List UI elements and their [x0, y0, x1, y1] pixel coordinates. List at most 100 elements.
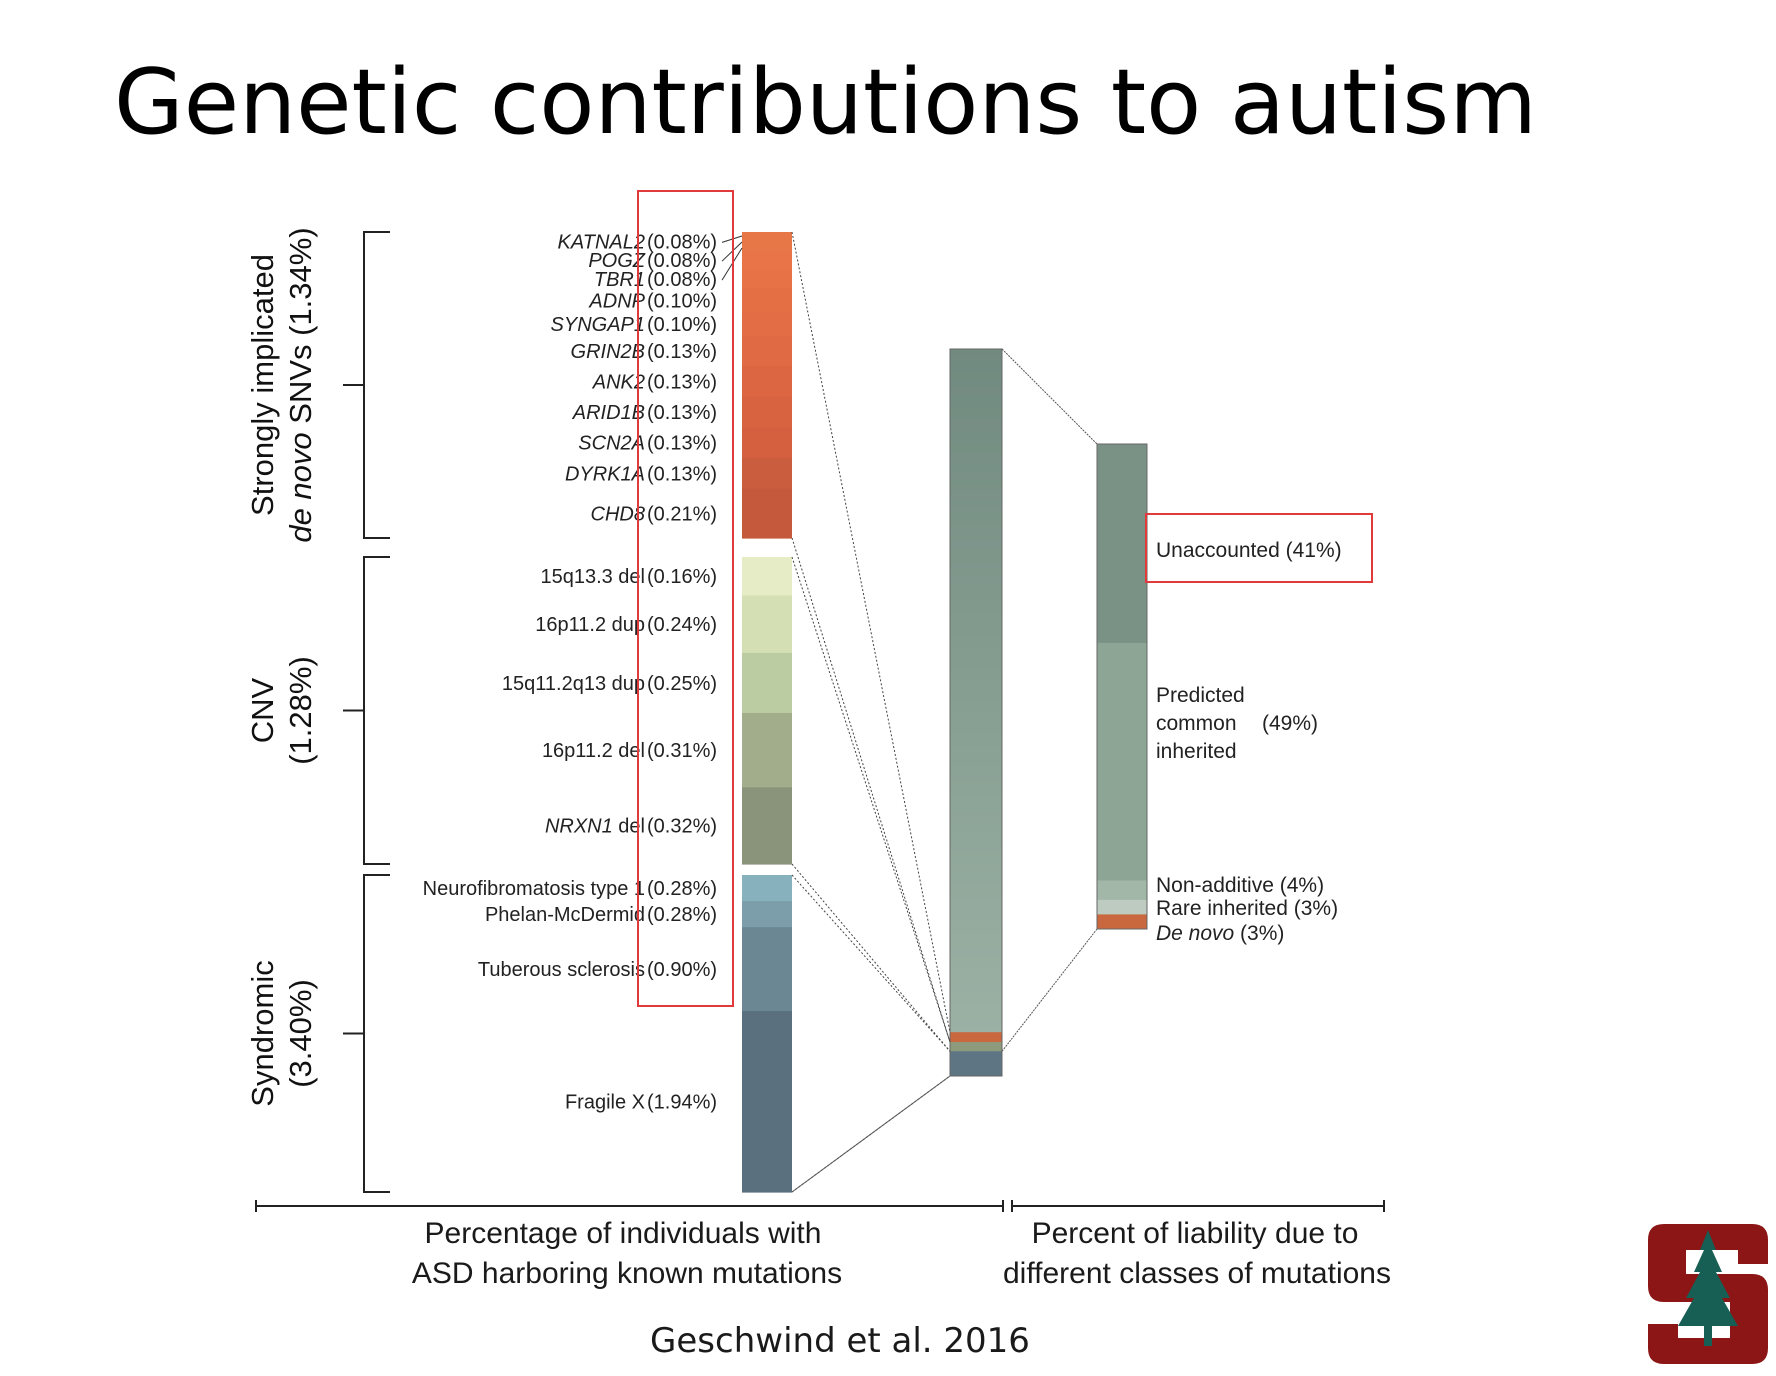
segment-percent-0-7: (0.13%): [647, 402, 717, 424]
liability-name-1-line0: Predicted: [1156, 684, 1245, 707]
liability-name-0: Unaccounted: [1156, 539, 1280, 562]
group-label-2-line0: Syndromic: [245, 960, 280, 1106]
right-axis-caption-line1: Percent of liability due to: [1032, 1217, 1359, 1250]
group-label-part-0-1-1: SNVs (1.34%): [283, 227, 318, 432]
segment-name-1-1: 16p11.2 dup: [535, 614, 645, 636]
segment-percent-2-1: (0.28%): [647, 904, 717, 926]
right-axis-caption-line2: different classes of mutations: [1003, 1257, 1391, 1290]
total-bar-outline: [949, 348, 1003, 1077]
segment-name-0-0: KATNAL2: [558, 231, 645, 253]
liability-label-0: Unaccounted (41%): [1156, 539, 1342, 562]
segment-name-text-0-0: KATNAL2: [558, 231, 645, 253]
segment-percent-0-4: (0.10%): [647, 314, 717, 336]
liability-percent-2: (4%): [1274, 874, 1324, 897]
liability-percent-1: (49%): [1262, 712, 1318, 735]
bar-segment-0-6: [742, 366, 792, 398]
connector-bottom: [791, 1075, 951, 1193]
bar-segment-0-2: [742, 269, 792, 290]
segment-name-text-0-1: POGZ: [588, 250, 645, 272]
segment-name-text-2-1: Phelan-McDermid: [485, 904, 645, 926]
group-label-2-line1: (3.40%): [283, 979, 318, 1088]
segment-name-text-2-3: Fragile X: [565, 1092, 645, 1114]
segment-name-0-1: POGZ: [588, 250, 645, 272]
segment-name-0-2: TBR1: [594, 269, 645, 291]
group-label-part-2-0-0: Syndromic: [245, 960, 280, 1106]
group-bracket-2: [363, 874, 390, 1193]
connector-left-1: [791, 537, 951, 1043]
bar-segment-0-0: [742, 232, 792, 252]
segment-percent-0-5: (0.13%): [647, 341, 717, 363]
liability-percent-0: (41%): [1280, 539, 1342, 562]
liability-bar-outline: [1096, 443, 1148, 930]
segment-name-0-4: SYNGAP1: [551, 314, 645, 336]
citation: Geschwind et al. 2016: [650, 1321, 1030, 1361]
segment-name-1-3: 16p11.2 del: [542, 740, 645, 762]
bar-segment-0-5: [742, 335, 792, 367]
total-bar-segment-3: [950, 1051, 1002, 1077]
segment-name-0-8: SCN2A: [578, 433, 645, 455]
segment-name-text-1-1: 16p11.2 dup: [535, 614, 645, 636]
segment-percent-2-3: (1.94%): [647, 1092, 717, 1114]
segment-name-text-0-3: ADNP: [588, 290, 645, 312]
connector-right-bottom: [1001, 928, 1098, 1052]
segment-name-1-2: 15q11.2q13 dup: [502, 673, 645, 695]
total-bar-segment-0: [950, 349, 1002, 1033]
liability-label-4: De novo (3%): [1156, 922, 1284, 945]
segment-name-text-1-2: 15q11.2q13 dup: [502, 673, 645, 695]
liability-segment-2: [1097, 880, 1147, 901]
group-label-part-0-0-0: Strongly implicated: [245, 254, 280, 516]
segment-percent-1-4: (0.32%): [647, 816, 717, 838]
liability-name-1-line1: common: [1156, 712, 1237, 735]
liability-segment-1: [1097, 642, 1147, 881]
bar-segment-0-1: [742, 250, 792, 271]
segment-name-text-0-4: SYNGAP1: [551, 314, 645, 336]
bar-segment-0-7: [742, 396, 792, 428]
segment-name-0-7: ARID1B: [572, 402, 645, 424]
segment-name-2-2: Tuberous sclerosis: [478, 959, 645, 981]
group-label-part-2-1-0: (3.40%): [283, 979, 318, 1088]
liability-name-2: Non-additive: [1156, 874, 1274, 897]
group-label-0-line1: de novo SNVs (1.34%): [283, 227, 318, 542]
segment-percent-0-2: (0.08%): [647, 269, 717, 291]
bar-segment-1-1: [742, 595, 792, 654]
segment-percent-0-10: (0.21%): [647, 503, 717, 525]
group-label-1-line1: (1.28%): [283, 656, 318, 765]
segment-name-0-9: DYRK1A: [565, 463, 645, 485]
liability-percent-4: (3%): [1234, 922, 1284, 945]
liability-segment-3: [1097, 899, 1147, 915]
group-label-0-line0: Strongly implicated: [245, 254, 280, 516]
segment-name-text-2-0: Neurofibromatosis type 1: [423, 878, 645, 900]
bar-segment-1-2: [742, 652, 792, 714]
connector-right-top: [1001, 348, 1098, 445]
segment-name-text-0-9: DYRK1A: [565, 463, 645, 485]
segment-percent-1-2: (0.25%): [647, 673, 717, 695]
segment-percent-0-6: (0.13%): [647, 372, 717, 394]
bar-segment-2-1: [742, 901, 792, 928]
segment-name-2-1: Phelan-McDermid: [485, 904, 645, 926]
bar-segment-0-3: [742, 288, 792, 313]
segment-percent-0-3: (0.10%): [647, 290, 717, 312]
highlight-box-percent-column: [637, 190, 734, 1007]
bar-segment-2-0: [742, 875, 792, 902]
segment-percent-0-9: (0.13%): [647, 463, 717, 485]
bar-segment-1-0: [742, 557, 792, 596]
segment-name-0-10: CHD8: [591, 503, 645, 525]
bar-segment-0-10: [742, 488, 792, 539]
segment-name-text-2-2: Tuberous sclerosis: [478, 959, 645, 981]
left-axis-caption-line2: ASD harboring known mutations: [412, 1257, 842, 1290]
slide-title: Genetic contributions to autism: [114, 50, 1537, 155]
liability-name-1-line2: inherited: [1156, 740, 1237, 763]
segment-name-suffix-1-4: del: [613, 816, 645, 838]
group-label-part-1-1-0: (1.28%): [283, 656, 318, 765]
segment-name-0-5: GRIN2B: [571, 341, 645, 363]
segment-name-1-4: NRXN1 del: [545, 816, 645, 838]
segment-name-text-1-0: 15q13.3 del: [540, 566, 645, 588]
connector-left-3: [791, 863, 951, 1052]
segment-name-text-1-3: 16p11.2 del: [542, 740, 645, 762]
group-bracket-1: [363, 556, 390, 865]
bar-segment-2-3: [742, 1011, 792, 1193]
total-bar-segment-1: [950, 1032, 1002, 1043]
bar-segment-0-9: [742, 458, 792, 490]
segment-name-2-3: Fragile X: [565, 1092, 645, 1114]
